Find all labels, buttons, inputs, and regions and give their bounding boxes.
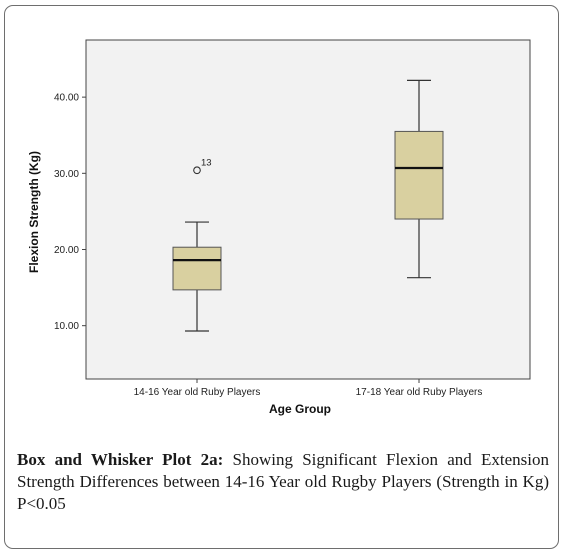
y-tick-label: 20.00: [54, 245, 79, 256]
y-tick-label: 40.00: [54, 93, 79, 104]
boxes-group: 13: [172, 79, 444, 332]
iqr-box: [394, 130, 444, 220]
x-category-label: 14-16 Year old Ruby Players: [134, 387, 261, 398]
caption-lead: Box and Whisker Plot 2a:: [17, 450, 224, 469]
y-axis-title: Flexion Strength (Kg): [27, 151, 41, 273]
box-plot-chart: 10.00 20.00 30.00 40.00 13 14-16 Year old R…: [27, 39, 531, 416]
y-tick-label: 30.00: [54, 169, 79, 180]
plot-area: [85, 39, 531, 380]
x-axis-title: Age Group: [269, 402, 331, 416]
x-category-label: 17-18 Year old Ruby Players: [356, 387, 483, 398]
x-axis-labels: 14-16 Year old Ruby Players 17-18 Year ol…: [134, 379, 483, 398]
y-tick-label: 10.00: [54, 321, 79, 332]
iqr-box: [172, 246, 222, 291]
figure-caption: Box and Whisker Plot 2a: Showing Signifi…: [17, 449, 549, 515]
y-axis-ticks: 10.00 20.00 30.00 40.00: [54, 93, 86, 332]
caption-body: Showing Significant Flexion and Extensio…: [17, 450, 549, 513]
outlier-point: [193, 166, 201, 175]
outlier-label: 13: [201, 157, 212, 168]
